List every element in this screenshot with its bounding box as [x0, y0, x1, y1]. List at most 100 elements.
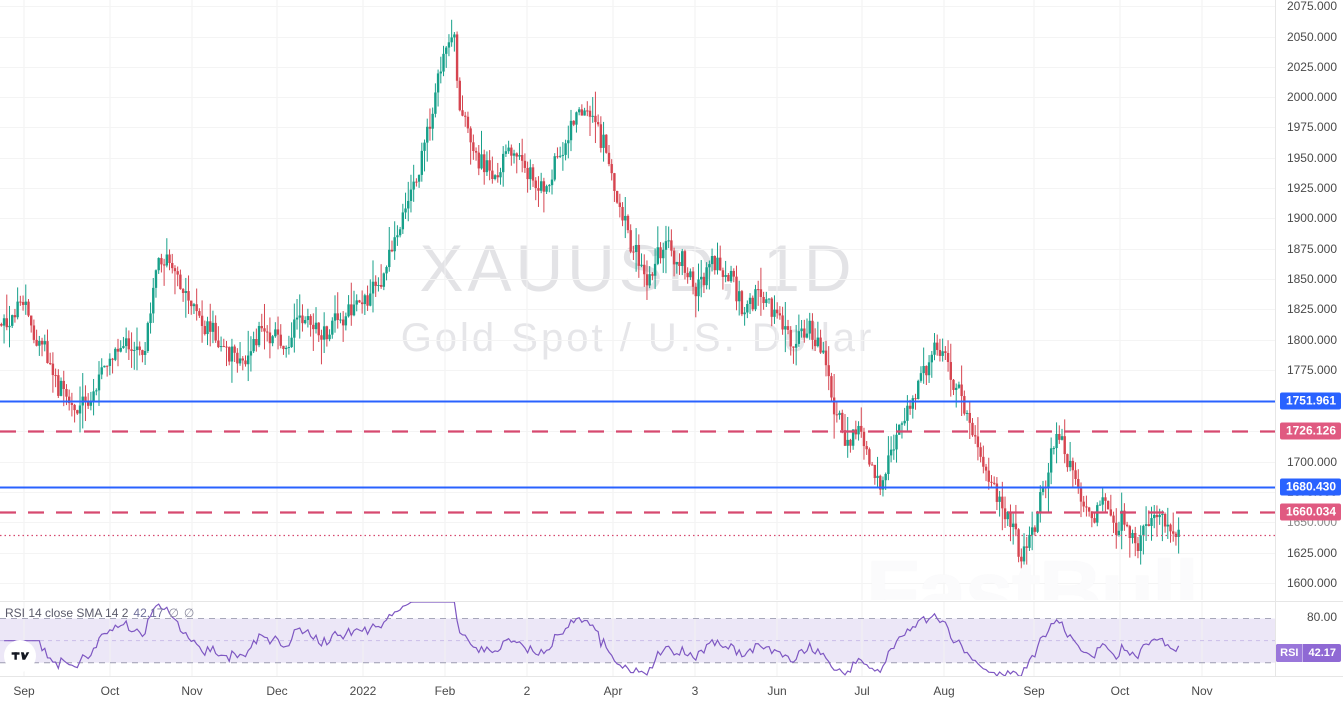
candle-body — [43, 341, 46, 345]
candle-body — [813, 339, 817, 347]
candle-body — [458, 80, 461, 111]
candle-body — [596, 122, 600, 125]
rsi-legend[interactable]: RSI 14 close SMA 14 2 42.17 ∅ ∅ — [5, 606, 194, 620]
candle-body — [884, 474, 887, 481]
candle-body — [637, 244, 641, 266]
candle-body — [190, 300, 193, 307]
candle-body — [548, 185, 551, 187]
candle-body — [445, 47, 448, 54]
candle-body — [388, 249, 391, 268]
candle-body — [8, 325, 11, 328]
candle-body — [811, 320, 814, 340]
rsi-indicator-pane[interactable]: RSI 14 close SMA 14 2 42.17 ∅ ∅ — [0, 601, 1275, 676]
candle-body — [19, 301, 22, 303]
candle-body — [1077, 478, 1080, 488]
candle-body — [184, 291, 188, 293]
price-scale-axis[interactable]: 2075.000 2050.000 2025.000 2000.000 1975.000… — [1275, 0, 1343, 600]
price-badge-1751.961[interactable]: 1751.961 — [1279, 392, 1341, 410]
candle-body — [1014, 523, 1018, 530]
candle-body — [282, 345, 285, 350]
candle-body — [708, 264, 711, 268]
candle-body — [436, 73, 440, 93]
candle-body — [143, 350, 147, 355]
candle-body — [876, 475, 879, 479]
price-chart-pane[interactable]: XAUUSD, 1D Gold Spot / U.S. Dollar FastB… — [0, 0, 1275, 600]
rsi-scale-axis[interactable]: 80.00 RSI 42.17 — [1275, 601, 1343, 676]
candle-body — [626, 215, 630, 231]
candle-body — [927, 362, 931, 376]
price-badge-1680.430[interactable]: 1680.430 — [1279, 478, 1341, 496]
candle-body — [643, 264, 646, 275]
candle-body — [917, 380, 920, 399]
candle-body — [963, 396, 966, 414]
candle-body — [911, 398, 915, 409]
time-tick-Apr: Apr — [603, 684, 623, 698]
candle-body — [84, 396, 87, 401]
candle-body — [1093, 518, 1096, 523]
candle-body — [211, 322, 215, 332]
candle-body — [868, 449, 871, 465]
candle-body — [534, 180, 537, 189]
candle-body — [141, 350, 144, 355]
time-tick-Sep: Sep — [1023, 684, 1045, 698]
candle-body — [984, 466, 988, 471]
candle-body — [1071, 460, 1075, 471]
candle-body — [588, 110, 592, 117]
candle-body — [105, 365, 109, 367]
candle-body — [393, 237, 396, 252]
candle-body — [572, 120, 575, 125]
candle-body — [1022, 546, 1026, 562]
rsi-value-badge[interactable]: RSI 42.17 — [1276, 644, 1341, 662]
candle-body — [691, 271, 695, 287]
candle-body — [732, 270, 735, 277]
candle-body — [40, 340, 44, 345]
candle-body — [360, 302, 364, 305]
candle-body — [770, 298, 773, 317]
candle-body — [789, 329, 792, 347]
candle-body — [870, 464, 874, 466]
candle-body — [594, 115, 597, 123]
candle-body — [206, 321, 209, 335]
price-tick-1625: 1625.000 — [1286, 546, 1337, 560]
candle-body — [168, 254, 171, 264]
tradingview-logo-icon[interactable] — [4, 640, 36, 672]
candle-body — [217, 340, 220, 348]
candle-body — [849, 439, 852, 446]
rsi-line — [4, 602, 1180, 676]
rsi-plot-area[interactable] — [0, 602, 1275, 676]
candle-body — [466, 116, 470, 129]
candle-body — [276, 329, 280, 335]
candle-body — [1101, 497, 1104, 505]
candle-body — [1028, 534, 1031, 548]
candle-body — [827, 365, 830, 377]
candle-body — [667, 240, 670, 242]
candle-body — [1096, 505, 1099, 523]
candle-body — [832, 397, 836, 415]
candle-body — [127, 338, 131, 350]
candle-body — [491, 170, 494, 179]
candle-body — [773, 309, 776, 317]
candle-body — [591, 115, 594, 117]
candle-body — [1134, 533, 1137, 544]
rsi-top-tick-label: 80.00 — [1306, 610, 1337, 624]
candle-body — [683, 251, 687, 273]
candle-body — [407, 200, 410, 209]
price-badge-1726.126[interactable]: 1726.126 — [1279, 422, 1341, 440]
candle-body — [417, 174, 421, 182]
candle-body — [298, 315, 301, 318]
candle-body — [103, 365, 106, 368]
candle-body — [542, 181, 546, 192]
candle-body — [214, 322, 217, 341]
candle-body — [653, 263, 657, 276]
candle-body — [412, 181, 415, 190]
candle-body — [114, 348, 117, 360]
candle-body — [76, 410, 79, 414]
candle-body — [320, 335, 323, 340]
candle-body — [333, 313, 337, 321]
price-badge-1660.034[interactable]: 1660.034 — [1279, 503, 1341, 521]
candle-body — [328, 334, 331, 340]
time-scale-axis[interactable]: Sep Oct Nov Dec 2022 Feb 2 Apr 3 Jun Jul Aug Sep Oct N… — [0, 676, 1343, 703]
price-plot-area[interactable] — [0, 0, 1275, 600]
candle-body — [751, 297, 754, 310]
candle-body — [1066, 454, 1069, 468]
